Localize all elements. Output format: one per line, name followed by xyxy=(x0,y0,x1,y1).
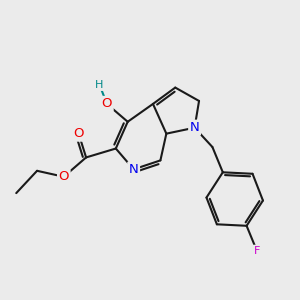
Text: O: O xyxy=(74,127,84,140)
Text: F: F xyxy=(254,246,260,256)
Text: O: O xyxy=(58,170,69,183)
Text: N: N xyxy=(190,121,200,134)
Text: O: O xyxy=(102,98,112,110)
Text: N: N xyxy=(129,163,139,176)
Text: H: H xyxy=(95,80,104,90)
